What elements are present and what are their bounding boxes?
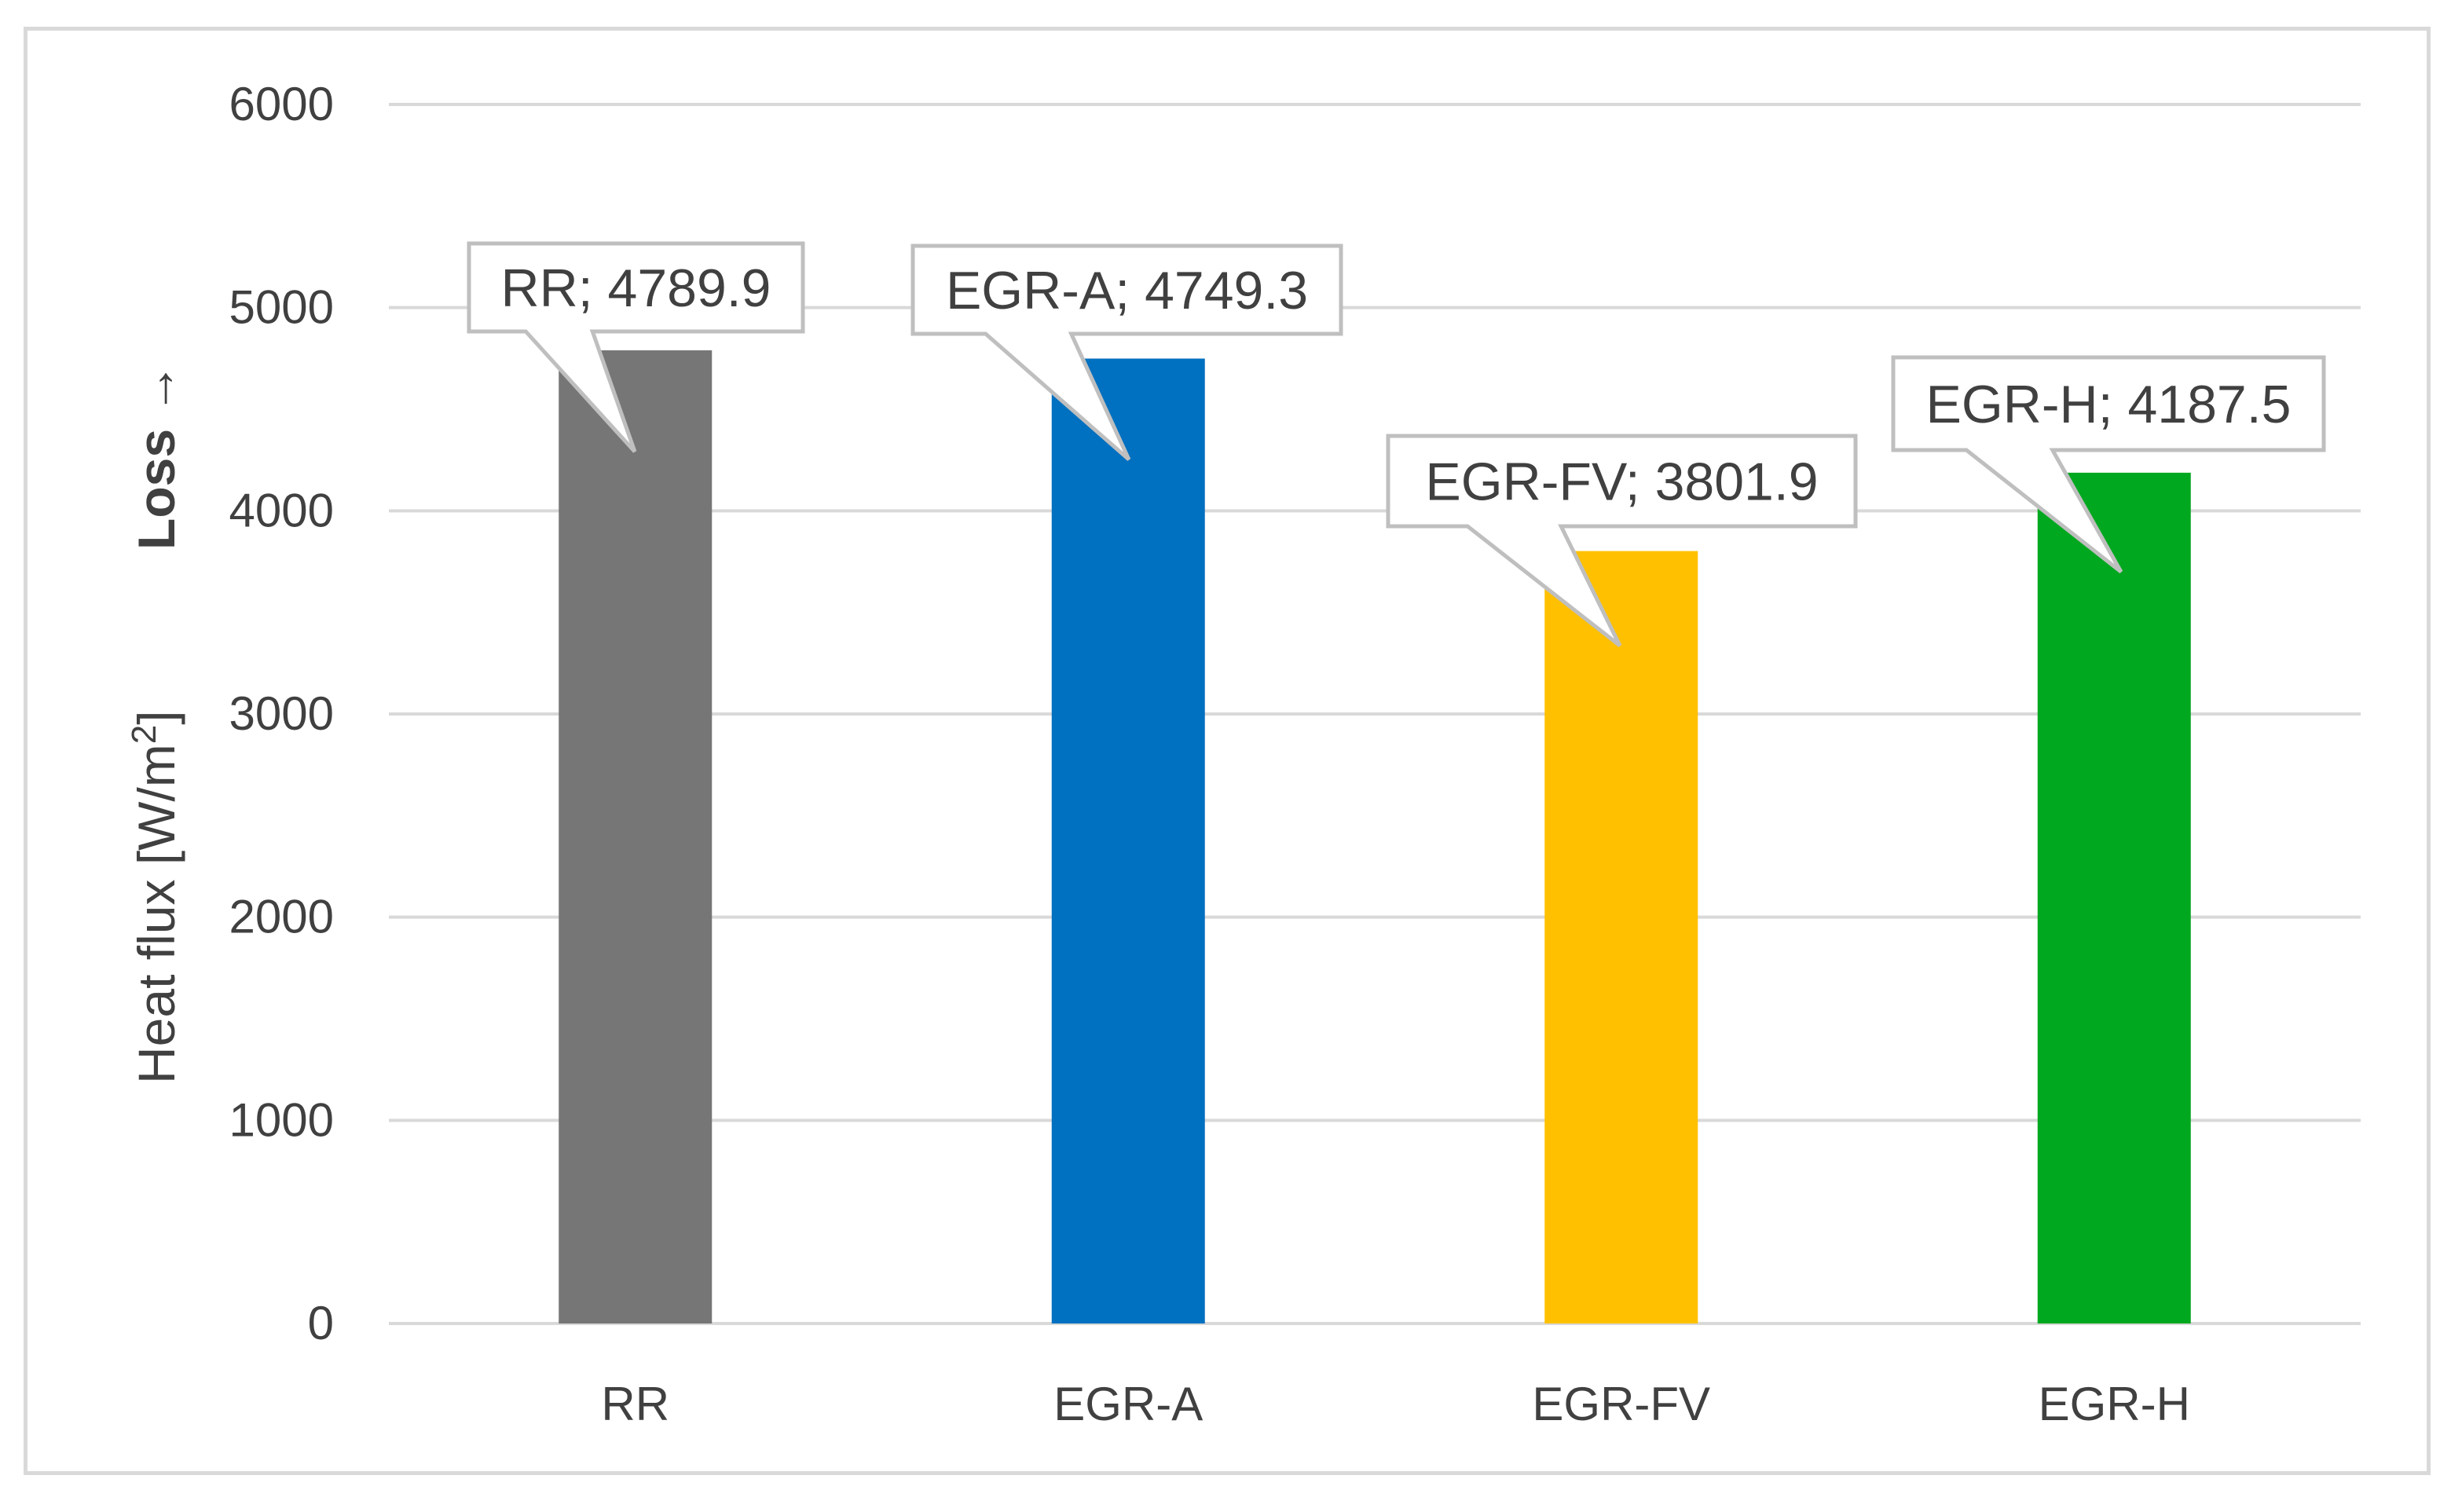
bars xyxy=(559,350,2191,1324)
y-axis-ticks: 0 1000 2000 3000 4000 5000 6000 xyxy=(229,78,334,1349)
gridlines xyxy=(389,103,2361,1325)
y-axis-label-suffix: ] xyxy=(127,710,185,724)
y-axis-direction-note: Loss → xyxy=(127,363,185,550)
y-tick-label: 3000 xyxy=(229,687,334,740)
data-labels: RR; 4789.9 EGR-A; 4749.3 EGR-FV; 3801.9 EGR… xyxy=(467,241,2326,647)
data-label-text: RR; 4789.9 xyxy=(501,258,771,318)
x-axis-ticks: RR EGR-A EGR-FV EGR-H xyxy=(601,1378,2190,1430)
data-label-rr: RR; 4789.9 xyxy=(467,241,805,453)
bar-egr-fv xyxy=(1544,551,1698,1323)
y-axis-title: Heat flux [W/m2] Loss → xyxy=(125,363,186,1084)
y-tick-label: 1000 xyxy=(229,1093,334,1146)
data-label-box xyxy=(1386,434,1858,647)
y-tick-label: 5000 xyxy=(229,281,334,334)
data-label-egr-h: EGR-H; 4187.5 xyxy=(1891,355,2326,573)
data-label-egr-a: EGR-A; 4749.3 xyxy=(910,243,1343,461)
y-tick-label: 6000 xyxy=(229,78,334,130)
x-tick-label: EGR-H xyxy=(2039,1378,2190,1430)
y-tick-label: 2000 xyxy=(229,891,334,943)
x-tick-label: RR xyxy=(601,1378,669,1430)
y-axis-label-main: Heat flux [W/m xyxy=(127,744,185,1084)
y-axis-label: Heat flux [W/m2] xyxy=(125,710,186,1084)
bar-rr xyxy=(559,350,713,1323)
data-label-box xyxy=(467,241,805,453)
bar-egr-a xyxy=(1051,358,1205,1323)
data-label-box xyxy=(1891,355,2326,573)
data-label-text: EGR-A; 4749.3 xyxy=(946,261,1308,320)
y-tick-label: 0 xyxy=(308,1297,334,1349)
data-label-text: EGR-FV; 3801.9 xyxy=(1425,452,1818,512)
y-axis-label-superscript: 2 xyxy=(125,725,163,744)
x-tick-label: EGR-FV xyxy=(1532,1378,1710,1430)
bar-egr-h xyxy=(2037,472,2191,1324)
data-label-egr-fv: EGR-FV; 3801.9 xyxy=(1386,434,1858,647)
x-tick-label: EGR-A xyxy=(1053,1378,1203,1430)
data-label-box xyxy=(910,243,1343,461)
y-tick-label: 4000 xyxy=(229,484,334,536)
data-label-text: EGR-H; 4187.5 xyxy=(1926,375,2292,434)
